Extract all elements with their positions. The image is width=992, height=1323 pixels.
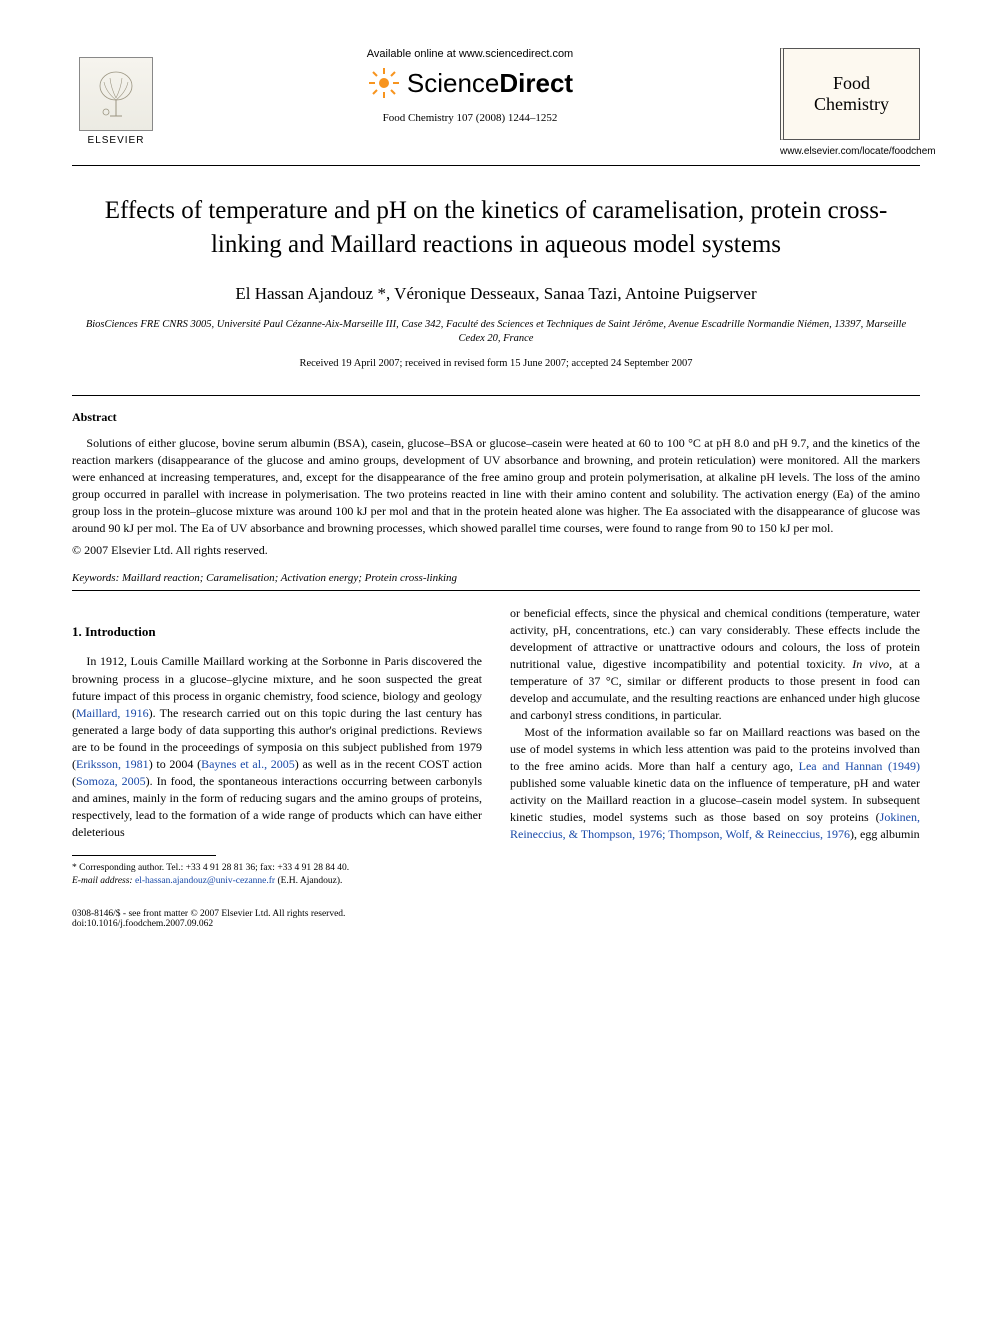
abstract-bottom-rule [72,590,920,591]
journal-cover-box: Food Chemistry www.elsevier.com/locate/f… [780,48,920,157]
header-rule [72,165,920,166]
page-header: ELSEVIER Available online at www.science… [72,48,920,157]
authors: El Hassan Ajandouz *, Véronique Desseaux… [72,284,920,304]
corr-email[interactable]: el-hassan.ajandouz@univ-cezanne.fr [133,876,278,886]
sciencedirect-wordmark: ScienceDirect [407,68,573,99]
corr-email-suffix: (E.H. Ajandouz). [277,876,342,886]
footer-left: 0308-8146/$ - see front matter © 2007 El… [72,909,345,929]
page-footer: 0308-8146/$ - see front matter © 2007 El… [72,909,920,929]
doi-line: doi:10.1016/j.foodchem.2007.09.062 [72,919,345,929]
sd-word-2: Direct [499,68,573,98]
keywords: Keywords: Maillard reaction; Caramelisat… [72,572,920,584]
affiliation: BiosCiences FRE CNRS 3005, Université Pa… [72,318,920,346]
sciencedirect-logo: ScienceDirect [172,66,768,100]
intro-para-2: Most of the information available so far… [510,724,920,843]
body-columns: 1. Introduction In 1912, Louis Camille M… [72,605,920,887]
front-matter-line: 0308-8146/$ - see front matter © 2007 El… [72,909,345,919]
sciencedirect-burst-icon [367,66,401,100]
email-label: E-mail address: [72,876,133,886]
intro-para-1-cont: or beneficial effects, since the physica… [510,605,920,724]
journal-cover-title-2: Chemistry [814,94,889,115]
keywords-text: Maillard reaction; Caramelisation; Activ… [119,572,457,584]
footnote-rule [72,855,216,856]
elsevier-tree-icon [79,57,153,131]
p1c: ) to 2004 ( [149,757,201,771]
article-dates: Received 19 April 2007; received in revi… [72,358,920,369]
journal-cover-title-1: Food [833,73,870,94]
journal-cover: Food Chemistry [780,48,920,140]
publisher-logo: ELSEVIER [72,48,160,146]
intro-para-1: In 1912, Louis Camille Maillard working … [72,653,482,840]
in-vivo-italic: In vivo [852,657,889,671]
cite-baynes-2005[interactable]: Baynes et al., 2005 [201,757,295,771]
corr-email-line: E-mail address: el-hassan.ajandouz@univ-… [72,875,482,888]
keywords-label: Keywords: [72,572,119,584]
journal-url: www.elsevier.com/locate/foodchem [780,146,920,157]
abstract-top-rule [72,395,920,396]
corr-author-line: * Corresponding author. Tel.: +33 4 91 2… [72,862,482,875]
abstract-body: Solutions of either glucose, bovine seru… [72,435,920,537]
cite-eriksson-1981[interactable]: Eriksson, 1981 [76,757,149,771]
cite-lea-hannan-1949[interactable]: Lea and Hannan (1949) [799,759,920,773]
cite-maillard-1916[interactable]: Maillard, 1916 [76,706,149,720]
copyright-line: © 2007 Elsevier Ltd. All rights reserved… [72,543,920,558]
cite-somoza-2005[interactable]: Somoza, 2005 [76,774,146,788]
sd-word-1: Science [407,68,500,98]
corresponding-footnote: * Corresponding author. Tel.: +33 4 91 2… [72,862,482,888]
abstract-heading: Abstract [72,410,920,425]
available-online-text: Available online at www.sciencedirect.co… [172,48,768,60]
section-1-heading: 1. Introduction [72,623,482,641]
article-title: Effects of temperature and pH on the kin… [72,194,920,262]
journal-reference: Food Chemistry 107 (2008) 1244–1252 [172,112,768,124]
p3b: published some valuable kinetic data on … [510,776,920,824]
p3c: ), egg albumin [850,827,920,841]
publisher-name: ELSEVIER [88,135,145,146]
center-header: Available online at www.sciencedirect.co… [160,48,780,124]
